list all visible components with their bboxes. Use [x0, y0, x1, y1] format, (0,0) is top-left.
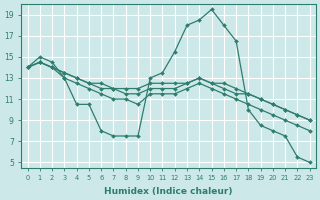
- X-axis label: Humidex (Indice chaleur): Humidex (Indice chaleur): [104, 187, 233, 196]
